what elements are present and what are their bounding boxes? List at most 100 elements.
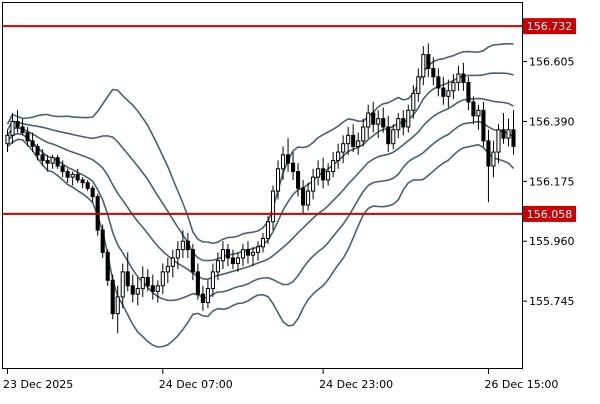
candle-body-down [75,173,80,181]
candle [195,263,200,300]
candle [376,110,381,139]
candle-body-down [461,73,466,83]
y-tick-label: 155.960 [529,235,575,248]
candle-body-down [65,171,70,178]
candle [416,68,421,102]
candle [396,113,401,139]
candle-body-down [296,171,301,189]
candle [135,277,140,306]
candle-body-down [190,249,195,273]
candle-body-down [436,76,441,89]
candle-body-down [466,81,471,103]
level-price-label: 156.732 [527,20,573,33]
y-tick-label: 156.390 [529,115,575,128]
candle-body-down [441,87,446,97]
candle-body-up [265,221,271,239]
candle-body-up [341,143,346,153]
candle [260,232,266,253]
candle [381,107,386,133]
candle [190,244,195,281]
candle [210,263,215,297]
candle-body-up [336,151,341,161]
candle-body-up [326,171,331,181]
candle-body-up [366,112,371,128]
candle [461,62,466,91]
candle [306,182,311,211]
candle-body-up [491,151,496,167]
candle [471,96,476,125]
candle [296,163,301,197]
candle [40,149,45,166]
candle [170,249,175,278]
candle [431,57,436,86]
candle [291,152,296,180]
candle [225,244,230,267]
candle [270,185,276,231]
levels-layer: 156.732 156.058 [3,18,576,222]
candle [511,110,516,155]
candle-body-down [45,159,50,164]
candle [331,152,336,178]
candle [436,68,441,97]
candle [456,65,461,91]
level-price-tag-bg [523,205,576,222]
candle [265,216,271,245]
candle-body-down [55,157,60,167]
candle-body-down [110,279,115,315]
candle [80,177,85,189]
candle [466,76,471,111]
candle-body-up [235,257,241,265]
candle-body-up [50,157,55,164]
candle [185,232,190,258]
candle-body-up [346,134,351,145]
candle-body-up [311,176,316,192]
band-lower-2-line [6,138,515,348]
candle-body-down [60,165,65,173]
candle-body-up [316,168,321,178]
candle [220,241,225,270]
candle-body-down [426,54,431,69]
candle-body-down [230,257,235,265]
candle-body-down [105,251,110,281]
candle-body-up [356,140,361,147]
candle [316,160,321,186]
x-tick-label: 24 Dec 23:00 [319,378,393,391]
candle-body-down [486,140,491,167]
candle-body-down [130,285,135,295]
candle [50,154,55,169]
candle [326,163,331,186]
candle-body-down [245,249,251,256]
candle-body-up [215,260,220,273]
candle [70,171,75,186]
candle-body-down [185,240,190,251]
candle-body-down [291,162,296,173]
candle [140,266,145,297]
candle-body-up [446,90,451,97]
candle-body-down [20,126,25,134]
candle-body-up [406,109,411,128]
candle-body-up [170,257,175,267]
candle [145,269,150,292]
candle-body-down [85,182,90,189]
candle [215,252,220,281]
candle [90,185,95,203]
candle-body-up [180,240,185,251]
candle [311,168,316,200]
candle-body-down [351,134,356,147]
candle [280,146,286,180]
candle-body-down [150,285,155,292]
candle-body-down [25,132,30,142]
candle [255,241,261,261]
candle [406,104,411,133]
candle-body-up [421,54,426,78]
candle-body-down [301,187,306,206]
candle-body-up [175,249,180,259]
candle-body-up [205,288,210,304]
candle-body-down [30,140,35,147]
band-lower-1-line [6,120,514,302]
candle-body-down [321,168,326,181]
candle-body-down [371,112,376,125]
candle-body-down [145,276,150,287]
candle-body-down [80,179,85,184]
